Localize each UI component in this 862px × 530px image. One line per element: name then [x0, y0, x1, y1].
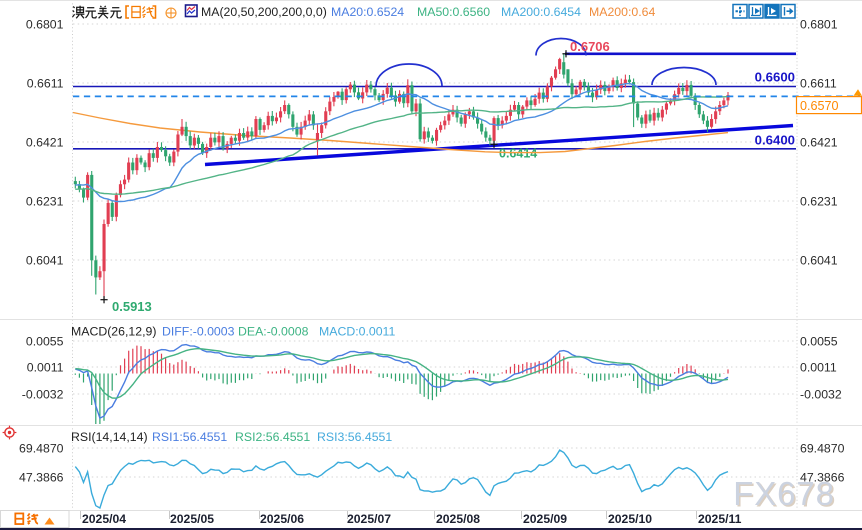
svg-text:-0.0032: -0.0032: [800, 388, 842, 402]
svg-text:69.4870: 69.4870: [800, 442, 845, 456]
svg-text:0.6041: 0.6041: [26, 254, 64, 268]
svg-text:DIFF:-0.0003: DIFF:-0.0003: [162, 325, 235, 339]
svg-text:2025/11: 2025/11: [698, 512, 742, 526]
svg-text:0.6414: 0.6414: [499, 147, 537, 161]
svg-text:RSI3:56.4551: RSI3:56.4551: [317, 430, 392, 444]
svg-text:0.6041: 0.6041: [800, 254, 838, 268]
svg-text:0.6611: 0.6611: [800, 77, 837, 91]
svg-text:0.6801: 0.6801: [800, 18, 838, 32]
svg-text:MA(20,50,200,200,0,0): MA(20,50,200,200,0,0): [201, 5, 327, 19]
svg-text:0.6421: 0.6421: [800, 136, 838, 150]
svg-text:0.6421: 0.6421: [26, 136, 64, 150]
svg-text:0.6231: 0.6231: [800, 195, 838, 209]
svg-text:2025/08: 2025/08: [436, 512, 480, 526]
svg-text:2025/06: 2025/06: [260, 512, 304, 526]
svg-text:0.6231: 0.6231: [26, 195, 64, 209]
svg-text:2025/05: 2025/05: [170, 512, 214, 526]
svg-text:0.6706: 0.6706: [570, 39, 610, 54]
svg-text:2025/09: 2025/09: [523, 512, 567, 526]
svg-text:47.3866: 47.3866: [19, 471, 64, 485]
svg-text:69.4870: 69.4870: [19, 442, 64, 456]
svg-text:FX678: FX678: [733, 475, 835, 512]
svg-text:MACD:0.0011: MACD:0.0011: [319, 325, 395, 339]
svg-text:2025/04: 2025/04: [82, 512, 126, 526]
svg-text:0.6611: 0.6611: [27, 77, 64, 91]
svg-text:DEA:-0.0008: DEA:-0.0008: [238, 325, 309, 339]
svg-text:0.6400: 0.6400: [755, 133, 795, 148]
svg-text:MACD(26,12,9): MACD(26,12,9): [71, 325, 156, 339]
svg-text:RSI(14,14,14): RSI(14,14,14): [71, 430, 148, 444]
svg-text:0.0055: 0.0055: [800, 335, 838, 349]
svg-text:0.0011: 0.0011: [27, 361, 64, 375]
svg-text:0.0011: 0.0011: [800, 361, 837, 375]
svg-text:RSI1:56.4551: RSI1:56.4551: [152, 430, 227, 444]
svg-text:MA20:0.6524: MA20:0.6524: [331, 5, 404, 19]
svg-text:0.6801: 0.6801: [26, 18, 64, 32]
svg-text:MA200:0.64: MA200:0.64: [589, 5, 655, 19]
svg-text:RSI2:56.4551: RSI2:56.4551: [235, 430, 310, 444]
svg-text:0.5913: 0.5913: [112, 299, 152, 314]
svg-text:2025/10: 2025/10: [608, 512, 652, 526]
svg-text:FX678: FX678: [735, 477, 837, 514]
svg-text:-0.0032: -0.0032: [22, 388, 64, 402]
svg-text:2025/07: 2025/07: [347, 512, 391, 526]
svg-text:0.6600: 0.6600: [755, 70, 795, 85]
svg-text:MA50:0.6560: MA50:0.6560: [417, 5, 490, 19]
svg-text:0.6570: 0.6570: [800, 99, 839, 113]
svg-text:MA200:0.6454: MA200:0.6454: [501, 5, 581, 19]
svg-text:47.3866: 47.3866: [800, 471, 845, 485]
svg-text:0.0055: 0.0055: [26, 335, 64, 349]
